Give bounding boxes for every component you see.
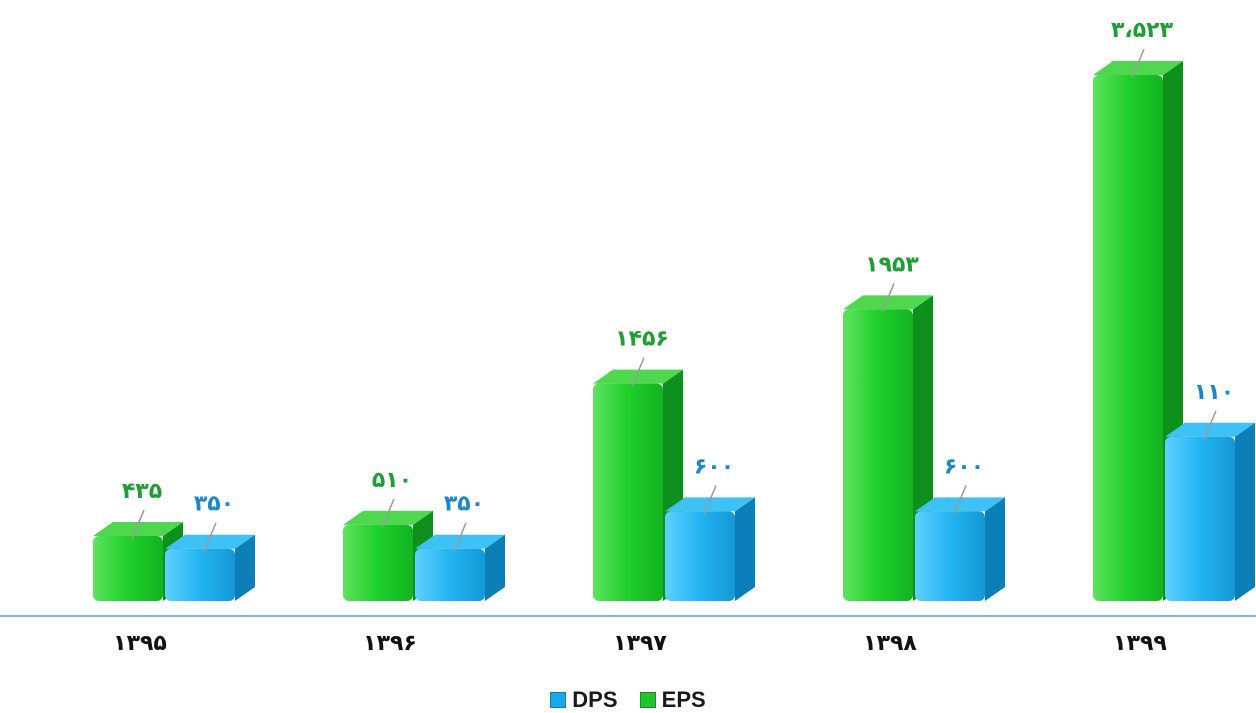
leader-line-eps-2 [381, 498, 395, 529]
leader-line-dps-5 [1203, 410, 1217, 441]
legend-swatch-eps [639, 692, 656, 709]
data-label-dps-4: ۶۰۰ [944, 454, 984, 479]
legend-swatch-dps [550, 692, 567, 709]
leader-line-dps-2 [453, 522, 467, 553]
bar-chart: ۴۳۵ ۳۵۰ ۵۱۰ ۳۵۰ ۱۴۵۶ ۶۰۰ ۱۹۵۳ ۶۰۰ ۳،۵۲۳ ۱۱۰ ۱۳۹۵ ۱… [0, 18, 1256, 656]
leader-line-dps-1 [203, 522, 217, 553]
data-label-dps-2: ۳۵۰ [444, 492, 484, 517]
x-tick-label-3: ۱۳۹۷ [613, 631, 667, 656]
data-label-dps-5: ۱۱۰ [1194, 380, 1234, 405]
leader-line-eps-1 [131, 509, 145, 540]
bar-eps-2 [343, 510, 433, 601]
legend-item-dps: DPS [550, 687, 618, 713]
leader-line-eps-3 [631, 357, 645, 387]
leader-line-dps-4 [953, 485, 967, 515]
x-tick-label-2: ۱۳۹۶ [363, 631, 417, 656]
bar-dps-3 [665, 497, 755, 601]
bar-dps-4 [915, 497, 1005, 601]
x-tick-label-4: ۱۳۹۸ [863, 631, 917, 656]
data-label-dps-1: ۳۵۰ [194, 492, 234, 517]
leader-line-dps-3 [703, 485, 717, 515]
data-label-eps-1: ۴۳۵ [122, 479, 162, 504]
legend: DPS EPS [0, 686, 1256, 713]
bar-dps-1 [165, 534, 255, 601]
data-label-eps-4: ۱۹۵۳ [865, 252, 919, 277]
bar-dps-5 [1165, 422, 1255, 601]
legend-label-eps: EPS [661, 687, 706, 713]
legend-label-dps: DPS [572, 687, 618, 713]
data-label-eps-2: ۵۱۰ [372, 468, 412, 493]
data-label-eps-5: ۳،۵۲۳ [1111, 18, 1174, 43]
legend-item-eps: EPS [639, 687, 706, 713]
x-tick-label-5: ۱۳۹۹ [1113, 631, 1167, 656]
data-label-dps-3: ۶۰۰ [694, 454, 734, 479]
data-label-eps-3: ۱۴۵۶ [615, 327, 669, 352]
leader-line-eps-4 [881, 283, 895, 313]
leader-line-eps-5 [1131, 48, 1145, 79]
x-tick-label-1: ۱۳۹۵ [113, 631, 167, 656]
bar-dps-2 [415, 534, 505, 601]
